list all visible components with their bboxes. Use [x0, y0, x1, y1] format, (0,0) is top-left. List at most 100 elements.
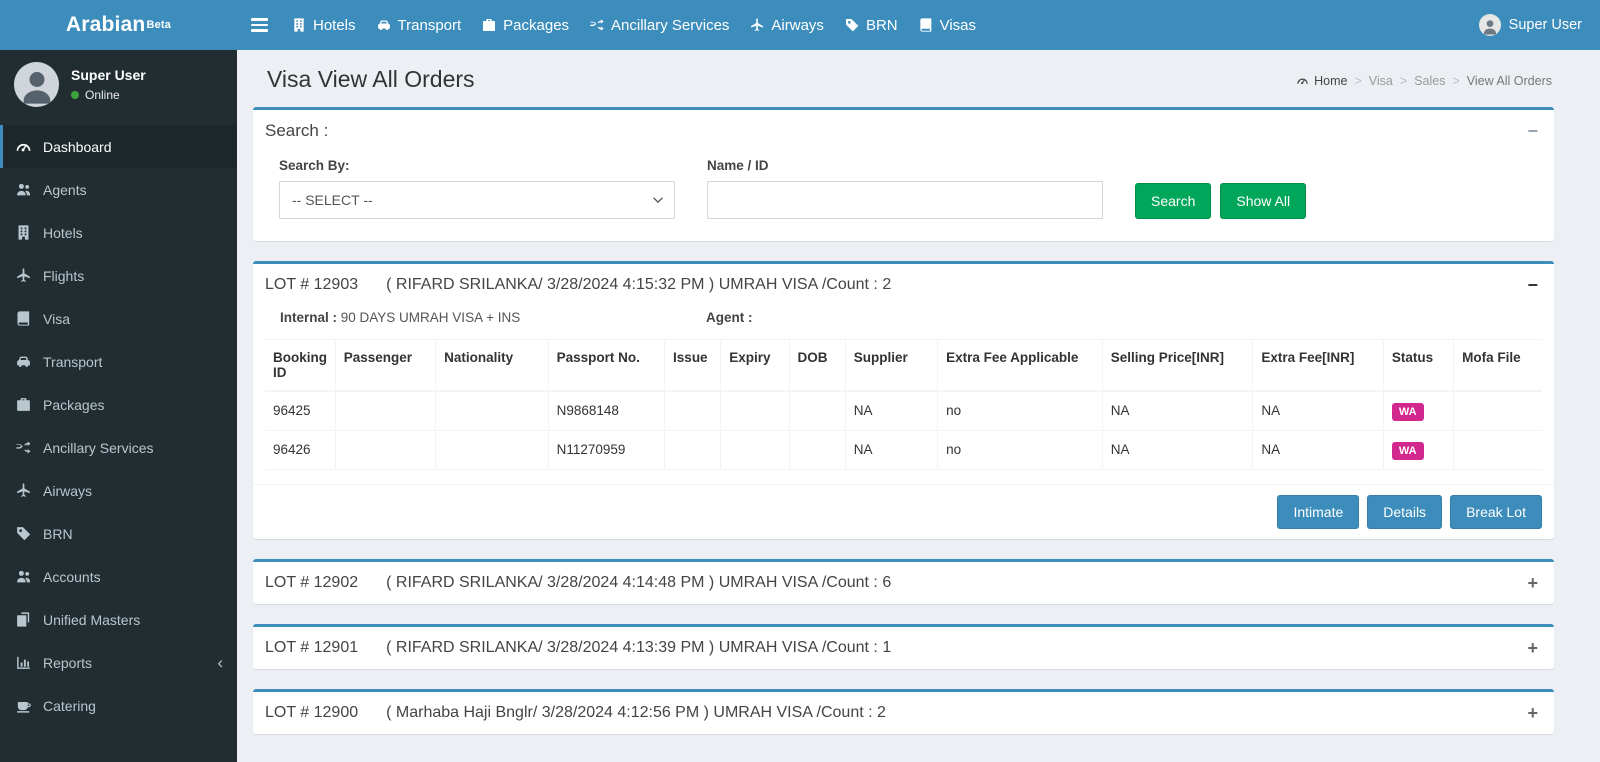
- lot-panel-12901: LOT # 12901 ( RIFARD SRILANKA/ 3/28/2024…: [253, 623, 1554, 669]
- sidebar-item-flights[interactable]: Flights: [0, 254, 237, 297]
- lot-detail: ( RIFARD SRILANKA/ 3/28/2024 4:14:48 PM …: [386, 573, 892, 591]
- lot-bookings-table: Booking ID Passenger Nationality Passpor…: [265, 339, 1542, 470]
- table-row: 96426 N11270959 NA no NA NA WA: [265, 430, 1542, 470]
- brand-badge: Beta: [146, 19, 172, 31]
- brand-name: Arabian: [65, 13, 146, 36]
- nav-item-ancillary-services[interactable]: Ancillary Services: [579, 0, 739, 50]
- page-title: Visa View All Orders: [267, 66, 475, 92]
- booking-id-cell: 96425: [265, 391, 336, 431]
- online-dot: [71, 91, 79, 99]
- sidebar-item-unified-masters[interactable]: Unified Masters: [0, 598, 237, 641]
- sidebar-item-ancillary-services[interactable]: Ancillary Services: [0, 426, 237, 469]
- lot-id: LOT # 12903: [265, 276, 359, 293]
- lot-header[interactable]: LOT # 12902 ( RIFARD SRILANKA/ 3/28/2024…: [253, 562, 1554, 604]
- plane-icon: [15, 482, 32, 499]
- nav-item-visas[interactable]: Visas: [908, 0, 986, 50]
- person-icon: [1481, 18, 1499, 36]
- sidebar-user-panel: Super User Online: [0, 50, 237, 119]
- search-panel: Search : − Search By: -- SELECT --: [253, 107, 1554, 241]
- expand-plus-icon[interactable]: +: [1527, 572, 1538, 593]
- building-icon: [15, 224, 32, 241]
- user-name: Super User: [1508, 17, 1582, 33]
- sidebar-toggle-icon[interactable]: [237, 0, 281, 50]
- breadcrumb-home[interactable]: Home: [1296, 74, 1347, 88]
- copy-icon: [15, 611, 32, 628]
- users-icon: [15, 568, 32, 585]
- lot-agent: Agent :: [706, 310, 753, 325]
- building-icon: [291, 17, 307, 33]
- breadcrumb-visa[interactable]: Visa: [1368, 73, 1393, 88]
- chevron-left-icon: ‹: [217, 652, 223, 672]
- briefcase-icon: [15, 396, 32, 413]
- user-menu[interactable]: Super User: [1461, 0, 1600, 50]
- search-by-label: Search By:: [279, 158, 350, 173]
- lot-panel-12900: LOT # 12900 ( Marhaba Haji Bnglr/ 3/28/2…: [253, 688, 1554, 734]
- break-lot-button[interactable]: Break Lot: [1450, 494, 1542, 529]
- brand-logo[interactable]: Arabian Beta: [0, 0, 237, 50]
- shuffle-icon: [15, 439, 32, 456]
- coffee-icon: [15, 697, 32, 714]
- sidebar-item-accounts[interactable]: Accounts: [0, 555, 237, 598]
- sidebar-item-visa[interactable]: Visa: [0, 297, 237, 340]
- person-icon: [17, 67, 57, 107]
- lot-header[interactable]: LOT # 12900 ( Marhaba Haji Bnglr/ 3/28/2…: [253, 692, 1554, 734]
- status-badge: WA: [1391, 442, 1424, 460]
- nav-item-transport[interactable]: Transport: [366, 0, 472, 50]
- sidebar-item-packages[interactable]: Packages: [0, 383, 237, 426]
- tag-icon: [15, 525, 32, 542]
- search-by-select[interactable]: -- SELECT --: [279, 181, 675, 219]
- table-header-row: Booking ID Passenger Nationality Passpor…: [265, 339, 1542, 392]
- sidebar-item-transport[interactable]: Transport: [0, 340, 237, 383]
- nav-item-packages[interactable]: Packages: [471, 0, 579, 50]
- breadcrumb-current: View All Orders: [1466, 73, 1552, 88]
- top-nav-items: Hotels Transport Packages Ancillary Serv…: [281, 0, 1461, 50]
- lot-internal: Internal : 90 DAYS UMRAH VISA + INS: [280, 310, 521, 325]
- expand-plus-icon[interactable]: +: [1527, 702, 1538, 723]
- sidebar: Super User Online Dashboard Agents Hotel…: [0, 50, 237, 762]
- intimate-button[interactable]: Intimate: [1277, 494, 1360, 529]
- breadcrumb-sales[interactable]: Sales: [1414, 73, 1446, 88]
- lot-header[interactable]: LOT # 12903 ( RIFARD SRILANKA/ 3/28/2024…: [253, 264, 1554, 306]
- lot-detail: ( Marhaba Haji Bnglr/ 3/28/2024 4:12:56 …: [386, 703, 886, 721]
- lot-id: LOT # 12900: [265, 703, 359, 721]
- avatar: [14, 62, 59, 107]
- expand-plus-icon[interactable]: +: [1527, 637, 1538, 658]
- avatar: [1478, 14, 1501, 36]
- nav-item-brn[interactable]: BRN: [834, 0, 908, 50]
- lot-id: LOT # 12902: [265, 573, 359, 591]
- nav-item-airways[interactable]: Airways: [739, 0, 834, 50]
- tag-icon: [844, 17, 860, 33]
- name-id-input[interactable]: [707, 181, 1103, 219]
- show-all-button[interactable]: Show All: [1220, 183, 1307, 219]
- sidebar-item-brn[interactable]: BRN: [0, 512, 237, 555]
- car-icon: [15, 353, 32, 370]
- plane-icon: [749, 17, 765, 33]
- search-button[interactable]: Search: [1135, 183, 1212, 219]
- sidebar-item-dashboard[interactable]: Dashboard: [0, 125, 237, 168]
- sidebar-item-agents[interactable]: Agents: [0, 168, 237, 211]
- collapse-minus-icon[interactable]: −: [1527, 121, 1538, 141]
- booking-id-cell: 96426: [265, 430, 336, 470]
- sidebar-item-hotels[interactable]: Hotels: [0, 211, 237, 254]
- name-id-label: Name / ID: [707, 158, 769, 173]
- users-icon: [15, 181, 32, 198]
- sidebar-item-reports[interactable]: Reports ‹: [0, 641, 237, 684]
- lot-header[interactable]: LOT # 12901 ( RIFARD SRILANKA/ 3/28/2024…: [253, 627, 1554, 669]
- sidebar-item-airways[interactable]: Airways: [0, 469, 237, 512]
- passport-no-cell: N11270959: [547, 430, 665, 470]
- collapse-minus-icon[interactable]: −: [1527, 275, 1538, 295]
- book-icon: [15, 310, 32, 327]
- search-panel-title: Search :: [265, 121, 329, 140]
- sidebar-item-catering[interactable]: Catering: [0, 684, 237, 727]
- table-row: 96425 N9868148 NA no NA NA WA: [265, 391, 1542, 431]
- status-badge: WA: [1391, 403, 1424, 422]
- nav-item-hotels[interactable]: Hotels: [281, 0, 366, 50]
- shuffle-icon: [589, 17, 605, 33]
- car-icon: [376, 17, 392, 33]
- home-dashboard-icon: [1296, 74, 1309, 87]
- details-button[interactable]: Details: [1367, 494, 1443, 529]
- sidebar-menu: Dashboard Agents Hotels Flights Visa Tra…: [0, 125, 237, 727]
- lot-panel-12903: LOT # 12903 ( RIFARD SRILANKA/ 3/28/2024…: [253, 261, 1554, 539]
- briefcase-icon: [481, 17, 497, 33]
